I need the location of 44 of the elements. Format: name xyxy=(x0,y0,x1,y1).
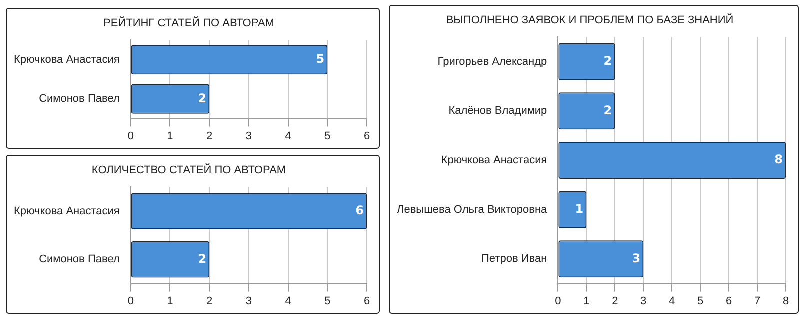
x-tick-label: 4 xyxy=(285,295,292,308)
x-tick-label: 8 xyxy=(782,295,790,308)
data-label: 2 xyxy=(604,54,612,68)
chart-title: КОЛИЧЕСТВО СТАТЕЙ ПО АВТОРАМ xyxy=(92,164,286,177)
y-tick-label: Калёнов Владимир xyxy=(448,105,548,118)
y-tick-label: Крючкова Анастасия xyxy=(14,54,120,66)
data-label: 2 xyxy=(198,91,207,106)
x-tick-label: 6 xyxy=(364,295,370,308)
x-tick-label: 3 xyxy=(246,295,252,308)
x-tick-label: 3 xyxy=(640,295,647,308)
y-tick-label: Симонов Павел xyxy=(39,254,120,266)
data-label: 1 xyxy=(575,202,584,216)
data-label: 6 xyxy=(356,203,364,218)
y-tick-label: Симонов Павел xyxy=(39,93,120,106)
chart-title: РЕЙТИНГ СТАТЕЙ ПО АВТОРАМ xyxy=(104,16,274,30)
y-tick-label: Крючкова Анастасия xyxy=(14,205,120,218)
data-label: 2 xyxy=(604,103,612,118)
x-tick-label: 0 xyxy=(128,295,134,308)
x-tick-label: 4 xyxy=(285,130,292,142)
x-tick-label: 6 xyxy=(726,295,732,308)
data-label: 5 xyxy=(316,52,325,66)
y-tick-label: Григорьев Александр xyxy=(438,56,548,68)
y-tick-label: Крючкова Анастасия xyxy=(441,154,548,167)
x-tick-label: 0 xyxy=(555,295,562,308)
x-tick-label: 1 xyxy=(584,295,590,308)
x-tick-label: 5 xyxy=(324,130,331,142)
chart-title: ВЫПОЛНЕНО ЗАЯВОК И ПРОБЛЕМ ПО БАЗЕ ЗНАНИЙ xyxy=(446,14,734,27)
data-label: 2 xyxy=(198,252,207,266)
x-tick-label: 4 xyxy=(669,295,676,308)
x-tick-label: 2 xyxy=(612,295,618,308)
y-tick-label: Левышева Ольга Викторовна xyxy=(397,204,548,216)
y-tick-label: Петров Иван xyxy=(482,253,548,266)
x-tick-label: 5 xyxy=(698,295,704,308)
data-label: 3 xyxy=(632,251,641,266)
x-tick-label: 3 xyxy=(246,130,252,142)
x-tick-label: 5 xyxy=(324,295,331,308)
x-tick-label: 6 xyxy=(364,130,370,142)
x-tick-label: 1 xyxy=(167,130,174,142)
x-tick-label: 7 xyxy=(754,295,761,308)
data-label: 8 xyxy=(774,152,783,167)
x-tick-label: 2 xyxy=(206,130,213,142)
x-tick-label: 1 xyxy=(167,295,174,308)
x-tick-label: 0 xyxy=(128,130,134,142)
x-tick-label: 2 xyxy=(206,295,213,308)
